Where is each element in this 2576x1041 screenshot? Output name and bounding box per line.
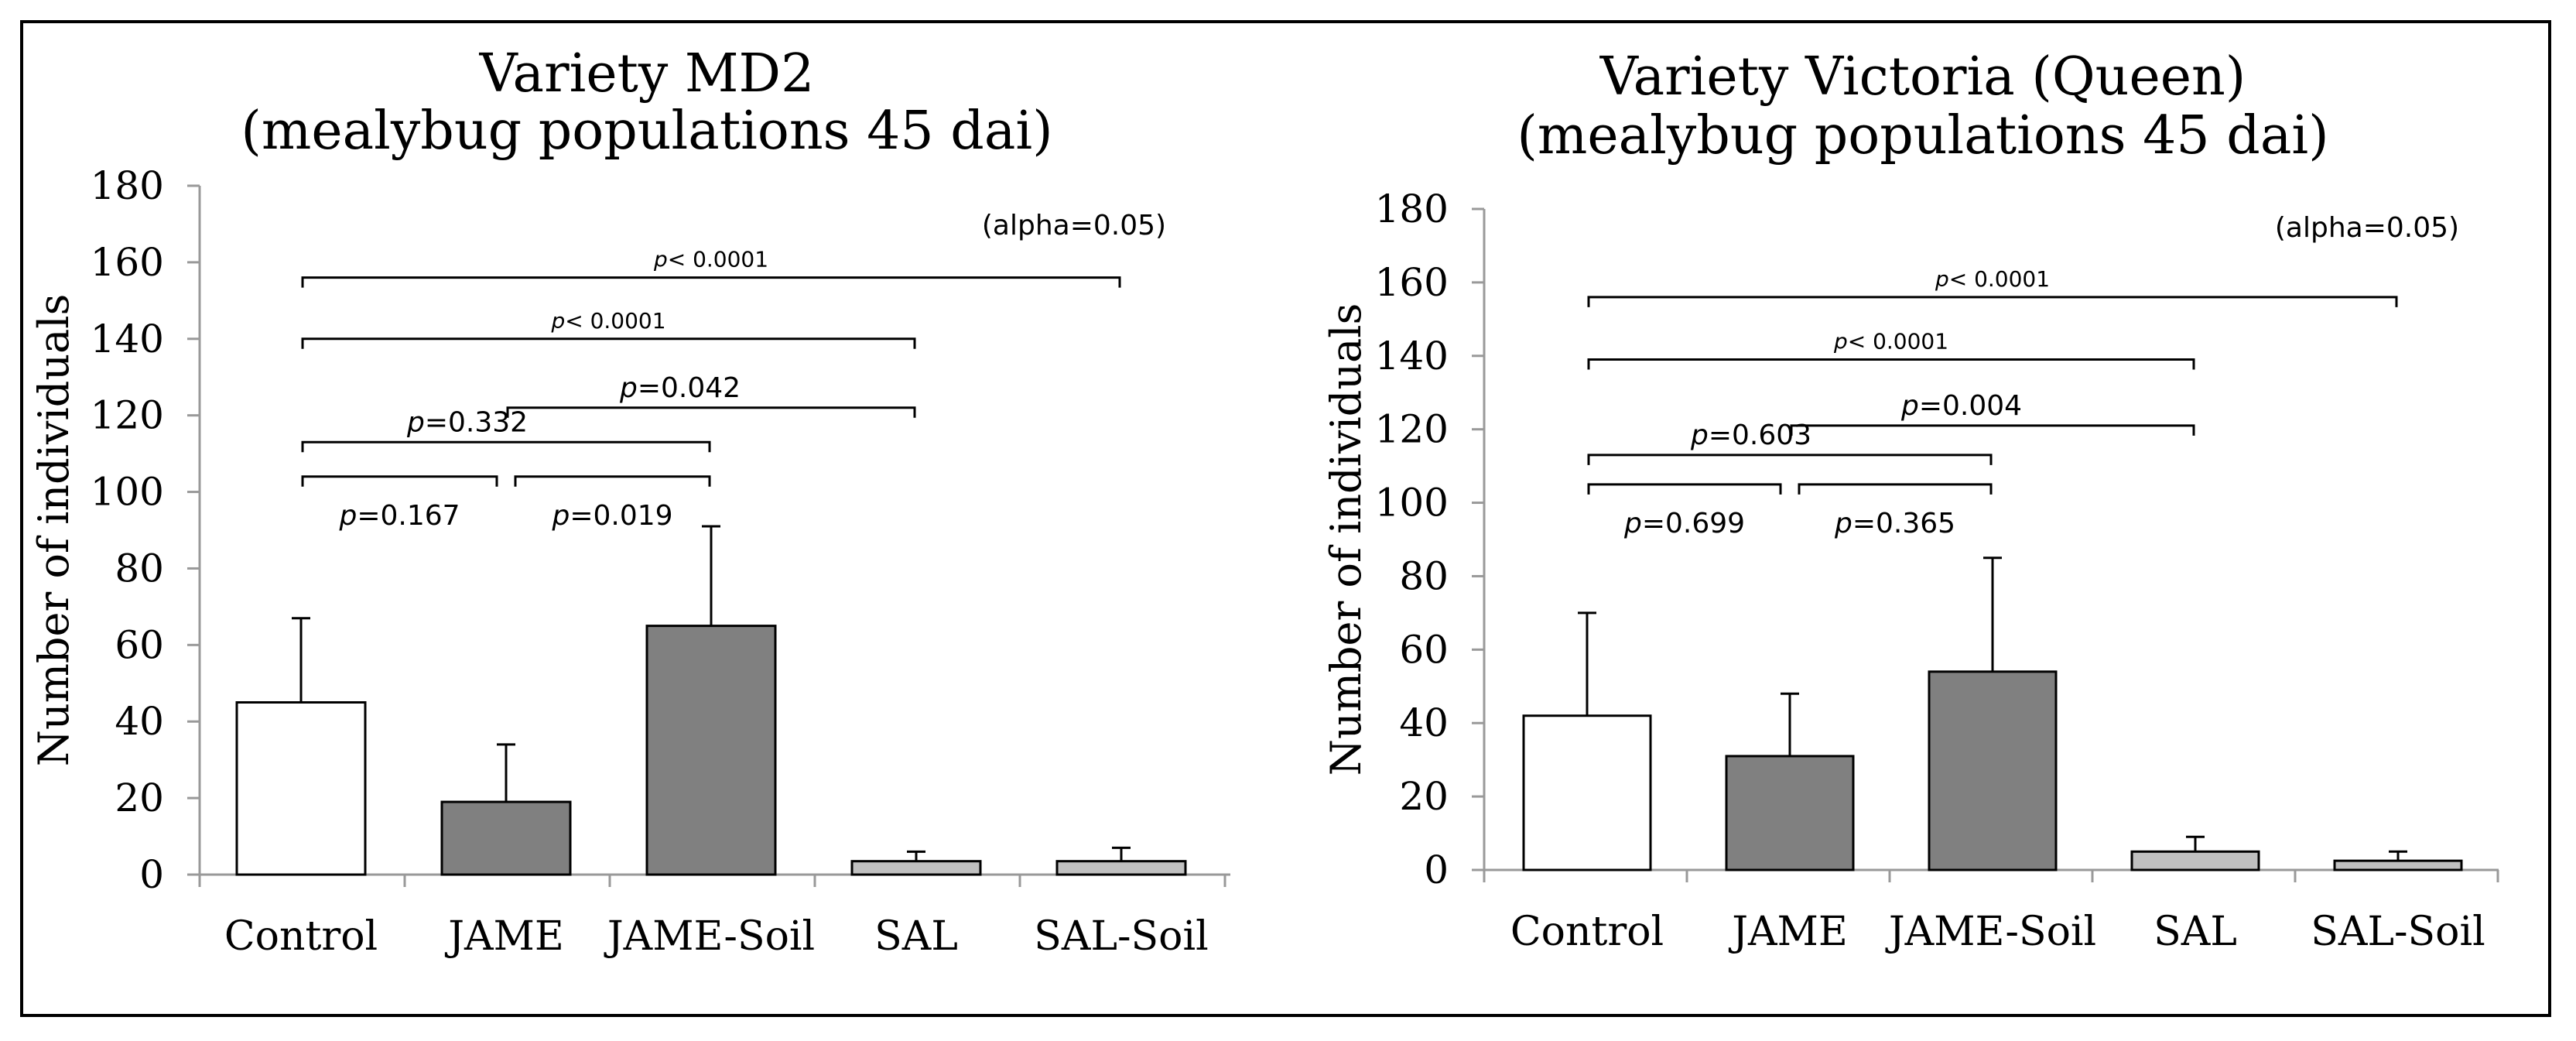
p-value: < 0.0001: [565, 308, 665, 334]
p-value: =0.699: [1642, 508, 1745, 539]
y-tick-label: 0: [139, 852, 164, 897]
p-value-label: p=0.365: [1834, 508, 1955, 539]
p-symbol: p: [619, 372, 638, 404]
significance-bracket: [1587, 358, 2195, 370]
alpha-note: (alpha=0.05): [2275, 212, 2459, 244]
category-label-jame: JAME: [444, 913, 564, 960]
y-tick-label: 180: [1375, 187, 1449, 231]
category-label-jame-soil: JAME-Soil: [1885, 909, 2096, 955]
bar-sal-soil: [1055, 860, 1187, 876]
category-label-control: Control: [1510, 909, 1664, 955]
significance-bracket: [514, 475, 711, 487]
y-tick-label: 180: [91, 163, 164, 208]
y-tick-label: 60: [115, 622, 164, 667]
p-value-label: p< 0.0001: [1935, 266, 2050, 292]
p-value: =0.019: [570, 500, 672, 532]
y-tick-label: 100: [1375, 481, 1449, 526]
p-symbol: p: [1935, 266, 1949, 292]
significance-bracket: [1790, 424, 2195, 436]
significance-bracket: [301, 475, 498, 487]
chart-panel-2: Variety Victoria (Queen)(mealybug popula…: [1322, 46, 2499, 955]
category-label-control: Control: [224, 913, 378, 960]
y-tick-label: 80: [115, 546, 164, 591]
y-tick-label: 160: [1375, 260, 1449, 305]
p-symbol: p: [406, 406, 425, 438]
bar-sal: [850, 860, 982, 876]
p-symbol: p: [1834, 508, 1852, 539]
y-tick-label: 40: [115, 699, 164, 744]
p-value: =0.365: [1852, 508, 1955, 539]
p-symbol: p: [1900, 390, 1919, 422]
chart-title-line2: (mealybug populations 45 dai): [1517, 105, 2328, 166]
y-axis-label: Number of individuals: [29, 294, 78, 767]
y-tick-label: 40: [1399, 700, 1449, 745]
p-symbol: p: [550, 308, 565, 334]
p-value: < 0.0001: [668, 247, 768, 272]
p-value: =0.042: [638, 372, 741, 404]
chart-panel-1: Variety MD2(mealybug populations 45 dai)…: [29, 43, 1230, 960]
p-value: =0.332: [425, 406, 528, 438]
category-label-jame: JAME: [1728, 909, 1848, 955]
p-value-label: p< 0.0001: [550, 308, 665, 334]
bar-jame: [1725, 755, 1855, 871]
y-tick-label: 120: [1375, 407, 1449, 452]
bar-jame-soil: [645, 625, 777, 876]
p-value: =0.004: [1919, 390, 2022, 422]
p-value: =0.167: [357, 500, 460, 532]
p-symbol: p: [1833, 329, 1848, 354]
y-tick-label: 160: [91, 240, 164, 285]
p-value-label: p=0.603: [1690, 419, 1811, 451]
p-value-label: p=0.019: [551, 500, 672, 532]
bar-sal-soil: [2333, 859, 2463, 871]
y-tick-label: 60: [1399, 627, 1449, 672]
category-label-sal-soil: SAL-Soil: [1034, 913, 1208, 960]
bar-control: [235, 701, 367, 876]
category-label-jame-soil: JAME-Soil: [604, 913, 815, 960]
significance-bracket: [301, 440, 711, 453]
significance-bracket: [506, 406, 916, 418]
significance-bracket: [1587, 454, 1993, 465]
chart-title-line1: Variety Victoria (Queen): [1599, 46, 2246, 108]
y-axis-label: Number of individuals: [1322, 303, 1370, 776]
bar-jame: [440, 800, 572, 876]
bar-sal: [2130, 850, 2260, 871]
chart-title-line2: (mealybug populations 45 dai): [241, 101, 1052, 162]
significance-bracket: [1587, 296, 2398, 307]
category-label-sal: SAL: [2154, 909, 2237, 955]
p-value: < 0.0001: [1949, 266, 2050, 292]
category-label-sal: SAL: [874, 913, 958, 960]
y-tick-label: 80: [1399, 553, 1449, 598]
y-tick-label: 140: [91, 317, 164, 361]
significance-bracket: [301, 276, 1121, 288]
p-value-label: p=0.332: [406, 406, 528, 438]
bar-jame-soil: [1928, 670, 2058, 871]
y-tick-label: 120: [91, 393, 164, 438]
y-tick-label: 140: [1375, 334, 1449, 378]
p-value-label: p=0.004: [1900, 390, 2022, 422]
bar-control: [1522, 714, 1652, 871]
significance-bracket: [1798, 483, 1993, 495]
chart-title-line1: Variety MD2: [479, 43, 815, 104]
significance-bracket: [301, 337, 916, 349]
p-value-label: p=0.699: [1623, 508, 1745, 539]
p-value: =0.603: [1709, 419, 1811, 451]
p-value-label: p=0.042: [619, 372, 741, 404]
category-label-sal-soil: SAL-Soil: [2311, 909, 2485, 955]
y-tick-label: 20: [115, 776, 164, 820]
p-symbol: p: [338, 500, 357, 532]
y-tick-label: 20: [1399, 774, 1449, 819]
p-symbol: p: [653, 247, 668, 272]
alpha-note: (alpha=0.05): [982, 210, 1166, 241]
significance-bracket: [1587, 483, 1782, 495]
y-tick-label: 0: [1424, 848, 1449, 892]
p-value-label: p< 0.0001: [1833, 329, 1948, 354]
p-value: < 0.0001: [1848, 329, 1948, 354]
y-tick-label: 100: [91, 470, 164, 515]
p-symbol: p: [1623, 508, 1642, 539]
p-symbol: p: [551, 500, 570, 532]
p-value-label: p< 0.0001: [653, 247, 768, 272]
p-symbol: p: [1690, 419, 1709, 451]
p-value-label: p=0.167: [338, 500, 460, 532]
